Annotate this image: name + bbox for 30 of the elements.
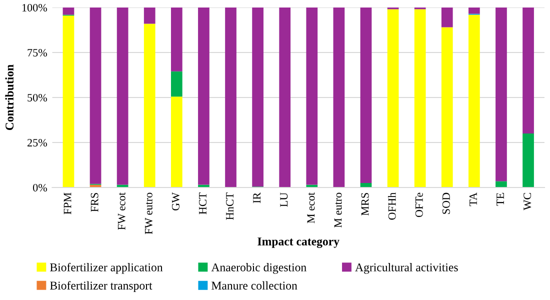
y-tick-label: 50% [28,94,48,102]
x-tick-label: IR [253,192,260,204]
y-tick-label: 0% [33,184,48,192]
x-tick-label: WC [524,192,532,210]
x-tick-label: GW [172,192,180,210]
x-tick-label: FRS [90,193,98,212]
x-tick-label: TE [496,192,504,206]
x-tick-label: M ecot [307,192,315,224]
x-tick-label: LU [280,192,288,207]
x-tick-label: FW ecot [118,192,126,230]
x-tick-label: HCT [199,192,206,214]
x-tick-label: TA [470,192,477,206]
x-tick-label: MRS [361,193,369,216]
y-tick-label: 25% [28,138,48,146]
x-tick-label: FPM [64,192,72,214]
x-tick-label: M eutro [334,192,342,228]
legend-label: Biofertilizer application [50,262,163,274]
y-tick-label: 100% [22,4,48,12]
x-tick-label: OFHh [388,192,396,220]
x-tick-label: FW eutro [145,192,152,234]
legend-label: Biofertilizer transport [50,281,152,292]
legend-label: Anaerobic digestion [211,263,306,274]
x-tick-label: SOD [442,192,450,214]
x-tick-label: HnCT [226,192,234,220]
x-tick-label: OFTe [415,192,423,218]
legend-label: Manure collection [212,281,298,290]
y-axis-title: Contribution [5,64,14,130]
y-tick-label: 75% [28,48,48,56]
x-axis-title: Impact category [258,238,340,248]
legend-label: Agricultural activities [355,263,458,274]
